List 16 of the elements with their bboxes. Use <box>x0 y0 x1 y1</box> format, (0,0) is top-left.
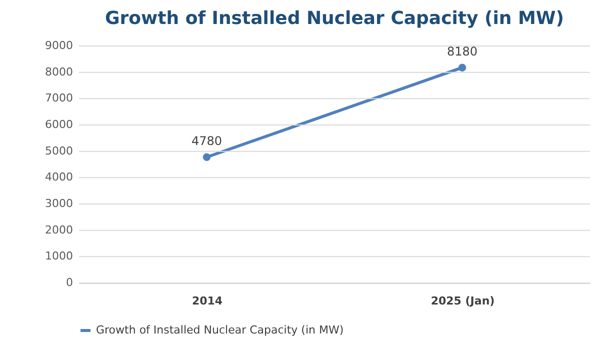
chart-title: Growth of Installed Nuclear Capacity (in MW) <box>105 8 564 29</box>
y-tick-label: 7000 <box>45 92 73 105</box>
x-tick-label: 2014 <box>192 294 223 308</box>
data-label: 8180 <box>446 44 478 59</box>
y-tick-label: 1000 <box>45 250 73 263</box>
x-tick-label: 2025 (Jan) <box>430 294 495 308</box>
y-tick-label: 9000 <box>45 39 73 52</box>
legend-label: Growth of Installed Nuclear Capacity (in MW) <box>96 324 344 336</box>
y-tick-label: 4000 <box>45 170 73 184</box>
data-label: 4780 <box>191 134 222 148</box>
y-tick-label: 0 <box>66 276 73 289</box>
y-tick-label: 8000 <box>45 65 73 78</box>
y-tick-label: 5000 <box>45 144 73 158</box>
y-tick-label: 2000 <box>45 223 73 236</box>
y-tick-label: 3000 <box>45 197 73 210</box>
y-tick-label: 6000 <box>45 118 73 131</box>
